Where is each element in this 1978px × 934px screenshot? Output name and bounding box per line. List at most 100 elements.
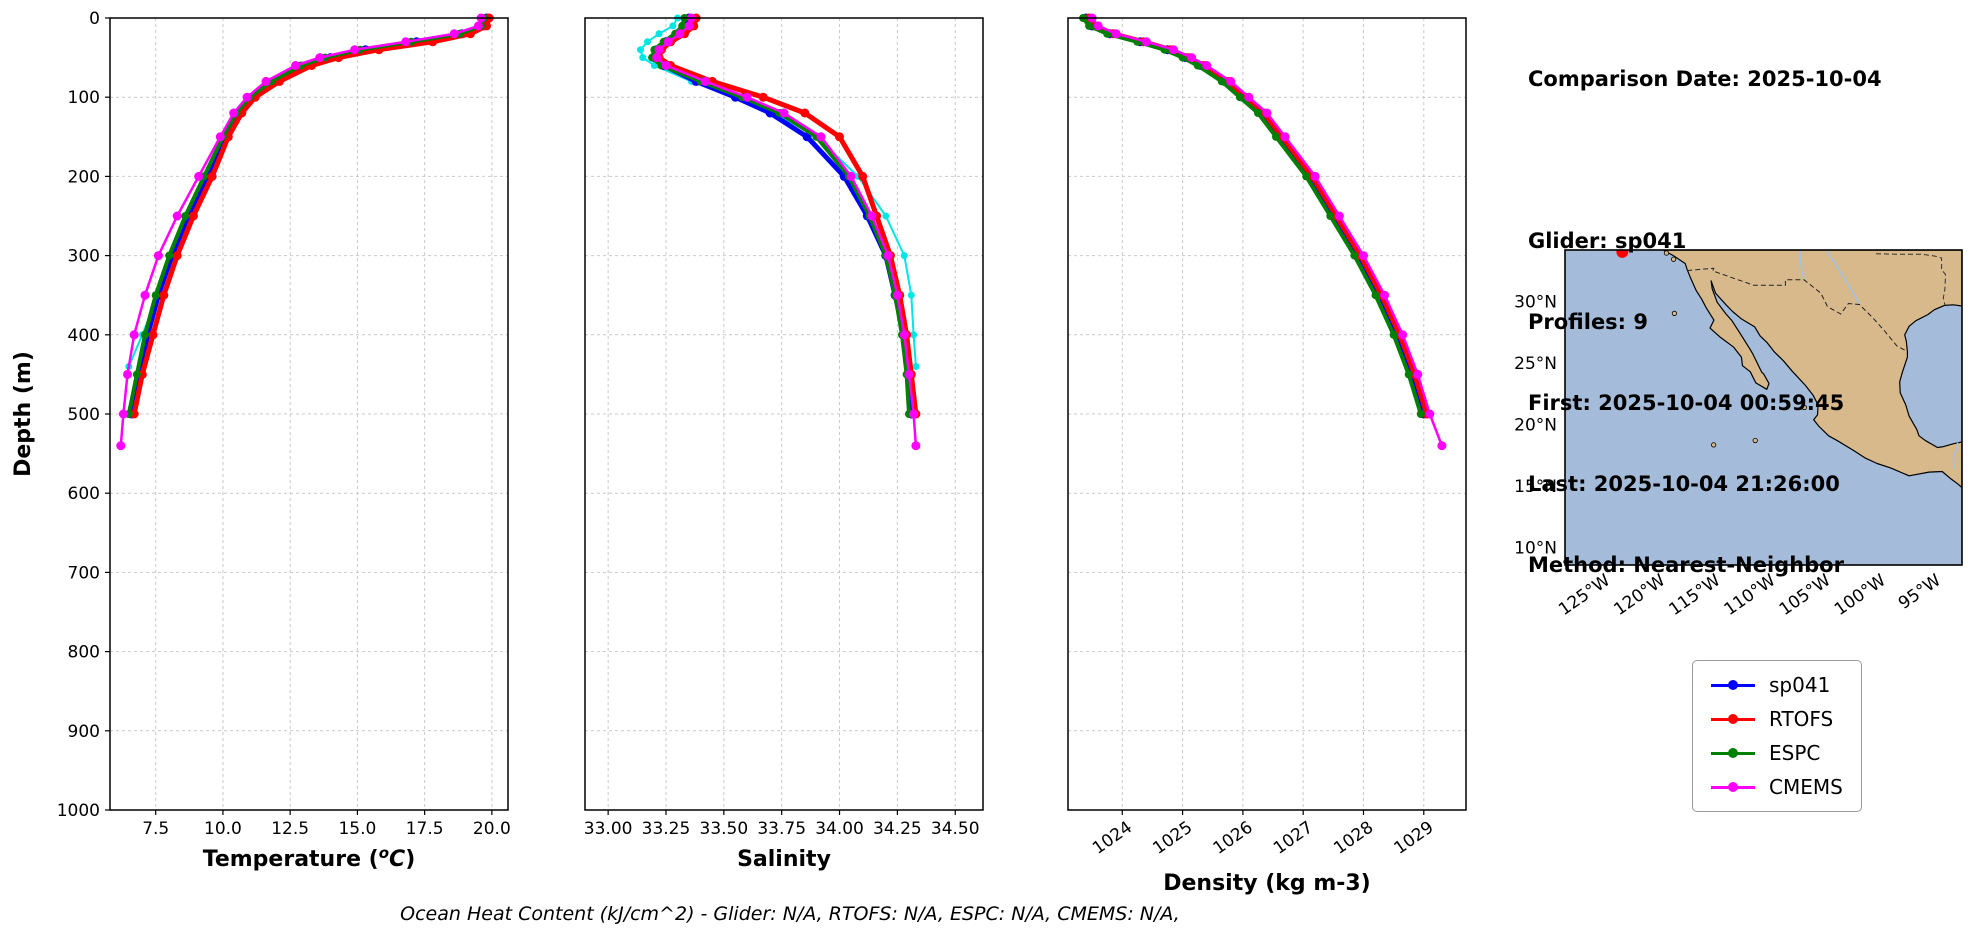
legend-line-sample bbox=[1711, 748, 1755, 758]
x-tick-labels: 7.5 10.0 12.5 15.0 17.5 20.0 bbox=[142, 819, 511, 839]
svg-text:30°N: 30°N bbox=[1514, 293, 1557, 313]
map-lat-labels: 30°N 25°N 20°N 15°N 10°N bbox=[1514, 293, 1557, 559]
svg-text:34.50: 34.50 bbox=[931, 819, 980, 839]
temperature-CMEMS-line bbox=[119, 16, 483, 447]
salinity-axis-label: Salinity bbox=[737, 847, 831, 872]
legend-marker-dot bbox=[1728, 680, 1738, 690]
svg-text:17.5: 17.5 bbox=[406, 819, 444, 839]
temperature-CMEMS-markers bbox=[116, 13, 486, 451]
river bbox=[1825, 250, 1861, 305]
svg-text:200: 200 bbox=[68, 167, 100, 187]
gridlines bbox=[1068, 17, 1466, 811]
legend-marker-dot bbox=[1728, 782, 1738, 792]
info-gap bbox=[1528, 147, 1882, 174]
tick-marks bbox=[1121, 810, 1425, 815]
svg-text:500: 500 bbox=[68, 405, 100, 425]
svg-text:900: 900 bbox=[68, 722, 100, 742]
legend-marker-dot bbox=[1728, 748, 1738, 758]
density-ESPC-markers bbox=[1079, 14, 1425, 418]
legend-label: sp041 bbox=[1769, 673, 1831, 697]
depth-axis-label: Depth (m) bbox=[11, 351, 36, 477]
svg-text:33.00: 33.00 bbox=[584, 819, 633, 839]
glider-location-marker bbox=[1616, 250, 1629, 258]
svg-text:400: 400 bbox=[68, 326, 100, 346]
tick-marks bbox=[607, 810, 956, 815]
svg-text:12.5: 12.5 bbox=[271, 819, 309, 839]
svg-text:34.00: 34.00 bbox=[815, 819, 864, 839]
legend-line-sample bbox=[1711, 714, 1755, 724]
density-ESPC-line bbox=[1081, 16, 1423, 416]
density-CMEMS-line bbox=[1090, 16, 1444, 447]
comparison-method: Method: Nearest-Neighbor bbox=[1528, 553, 1844, 577]
svg-text:600: 600 bbox=[68, 484, 100, 504]
density-glider-line bbox=[1085, 17, 1410, 368]
svg-text:33.75: 33.75 bbox=[757, 819, 806, 839]
temperature-panel: 7.5 10.0 12.5 15.0 17.5 20.0 0 100 200 300 400 500 6… bbox=[57, 9, 511, 872]
svg-text:1000: 1000 bbox=[57, 801, 100, 821]
svg-text:300: 300 bbox=[68, 247, 100, 267]
us-mexico-border bbox=[1687, 267, 1908, 352]
svg-text:20°N: 20°N bbox=[1514, 416, 1557, 436]
river bbox=[1952, 442, 1959, 470]
density-RTOFS-line bbox=[1086, 15, 1430, 417]
salinity-CMEMS-markers bbox=[652, 13, 921, 451]
legend-label: RTOFS bbox=[1769, 707, 1834, 731]
map-canvas bbox=[1565, 250, 1962, 565]
salinity-panel: 33.00 33.25 33.50 33.75 34.00 34.25 34.50 Salin… bbox=[584, 13, 984, 872]
depth-tick-labels: 0 100 200 300 400 500 600 700 800 900 1000 bbox=[57, 9, 100, 821]
density-CMEMS-markers bbox=[1087, 13, 1447, 451]
legend: sp041 RTOFS ESPC CMEMS bbox=[1692, 660, 1862, 812]
first-profile-time: First: 2025-10-04 00:59:45 bbox=[1528, 391, 1845, 415]
island bbox=[1671, 310, 1677, 316]
legend-item-espc: ESPC bbox=[1711, 741, 1843, 765]
island bbox=[1801, 404, 1807, 411]
svg-text:100: 100 bbox=[68, 88, 100, 108]
legend-marker-dot bbox=[1728, 714, 1738, 724]
svg-text:1024: 1024 bbox=[1089, 817, 1136, 858]
svg-text:15°N: 15°N bbox=[1514, 477, 1557, 497]
comparison-date: Comparison Date: 2025-10-04 bbox=[1528, 67, 1882, 91]
info-panel: Comparison Date: 2025-10-04 Glider: sp04… bbox=[1528, 12, 1882, 633]
density-panel: 1024 1025 1026 1027 1028 1029 Density (kg m-3) bbox=[1067, 13, 1467, 896]
svg-text:20.0: 20.0 bbox=[473, 819, 511, 839]
svg-text:1025: 1025 bbox=[1149, 817, 1196, 858]
island bbox=[1711, 442, 1717, 448]
tick-marks bbox=[105, 17, 493, 815]
island bbox=[1752, 437, 1758, 444]
density-RTOFS-markers bbox=[1084, 13, 1432, 419]
svg-text:33.25: 33.25 bbox=[642, 819, 691, 839]
island bbox=[1671, 256, 1677, 262]
density-axis-label: Density (kg m-3) bbox=[1163, 871, 1371, 896]
temperature-RTOFS-line bbox=[131, 15, 492, 417]
svg-text:1026: 1026 bbox=[1210, 817, 1257, 858]
density-sp041-line bbox=[1083, 15, 1427, 417]
svg-text:33.50: 33.50 bbox=[700, 819, 749, 839]
legend-item-sp041: sp041 bbox=[1711, 673, 1843, 697]
svg-text:0: 0 bbox=[89, 9, 100, 29]
last-profile-time: Last: 2025-10-04 21:26:00 bbox=[1528, 472, 1840, 496]
river bbox=[1799, 250, 1805, 280]
svg-text:10°N: 10°N bbox=[1514, 539, 1557, 559]
svg-text:800: 800 bbox=[68, 643, 100, 663]
x-tick-labels: 1024 1025 1026 1027 1028 1029 bbox=[1089, 817, 1437, 858]
legend-line-sample bbox=[1711, 782, 1755, 792]
svg-text:95°W: 95°W bbox=[1895, 570, 1945, 613]
gridlines bbox=[585, 17, 983, 811]
ocean-heat-content-note: Ocean Heat Content (kJ/cm^2) - Glider: N… bbox=[400, 903, 1180, 925]
legend-line-sample bbox=[1711, 680, 1755, 690]
axes-box bbox=[1067, 17, 1467, 811]
glider-name: Glider: sp041 bbox=[1528, 229, 1687, 253]
svg-text:34.25: 34.25 bbox=[873, 819, 922, 839]
profiles-count: Profiles: 9 bbox=[1528, 310, 1649, 334]
legend-label: CMEMS bbox=[1769, 775, 1843, 799]
svg-text:10.0: 10.0 bbox=[204, 819, 242, 839]
density-sp041-markers bbox=[1081, 13, 1429, 419]
legend-item-rtofs: RTOFS bbox=[1711, 707, 1843, 731]
land-mexico-us bbox=[1662, 250, 1962, 489]
map-frame bbox=[1564, 249, 1963, 566]
legend-label: ESPC bbox=[1769, 741, 1821, 765]
legend-item-cmems: CMEMS bbox=[1711, 775, 1843, 799]
state-border bbox=[1875, 253, 1947, 305]
